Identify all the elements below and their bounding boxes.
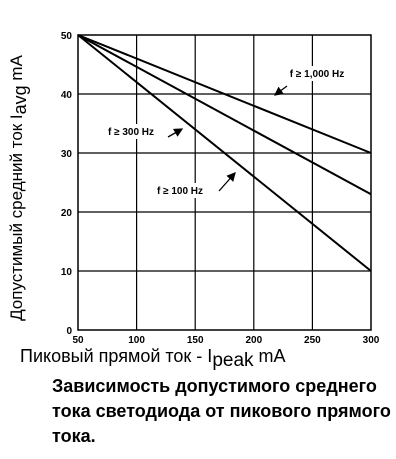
series-label-arrow [167,128,184,138]
x-tick-label: 150 [187,335,204,345]
x-axis-label-sub: peak [212,350,254,371]
x-tick-label: 200 [245,335,262,345]
x-axis-label-main: Пиковый прямой ток - I [20,346,213,366]
series-line [77,34,372,196]
series-label: f ≥ 100 Hz [157,186,203,197]
x-axis-label: Пиковый прямой ток - Ipeak mA [20,346,396,371]
series-lines [77,34,372,272]
x-tick-label: 50 [72,335,84,345]
x-tick-label: 300 [363,335,380,345]
series-label-arrow [218,172,236,192]
y-axis-label-unit: mA [7,54,26,85]
annotations: f ≥ 1,000 Hz f ≥ 300 Hz f ≥ 100 Hz [100,66,350,198]
y-tick-label: 0 [66,326,72,337]
series-line [77,34,372,272]
series-label: f ≥ 300 Hz [108,127,154,138]
x-tick-label: 250 [304,335,321,345]
y-tick-label: 30 [61,149,73,160]
series-label-bg [288,66,350,81]
y-axis-label-main: Допустимый средний ток I [7,114,26,321]
y-tick-label: 40 [61,90,73,101]
y-tick-label: 20 [61,208,73,219]
series-label: f ≥ 1,000 Hz [290,69,344,80]
y-axis-label: Допустимый средний ток Iavg mA [7,54,30,320]
chart: Допустимый средний ток Iavg mA 0 10 20 30 40… [7,31,380,345]
series-label-arrow [273,85,288,96]
x-tick-label: 100 [128,335,145,345]
y-tick-label: 10 [61,267,73,278]
chart-caption: Зависимость допустимого среднего тока св… [52,376,391,446]
series-label-bg [151,183,213,198]
grid [78,35,371,330]
x-axis-label-unit: mA [253,346,286,366]
plot-frame [77,34,372,331]
series-label-bg [100,124,162,139]
y-axis-label-sub: avg [10,85,30,114]
tick-labels: 0 10 20 30 40 50 50 100 150 200 250 300 [61,31,380,345]
y-tick-label: 50 [61,31,73,42]
y-axis-label-text: Допустимый средний ток Iavg mA [7,54,30,320]
series-line [77,34,372,154]
